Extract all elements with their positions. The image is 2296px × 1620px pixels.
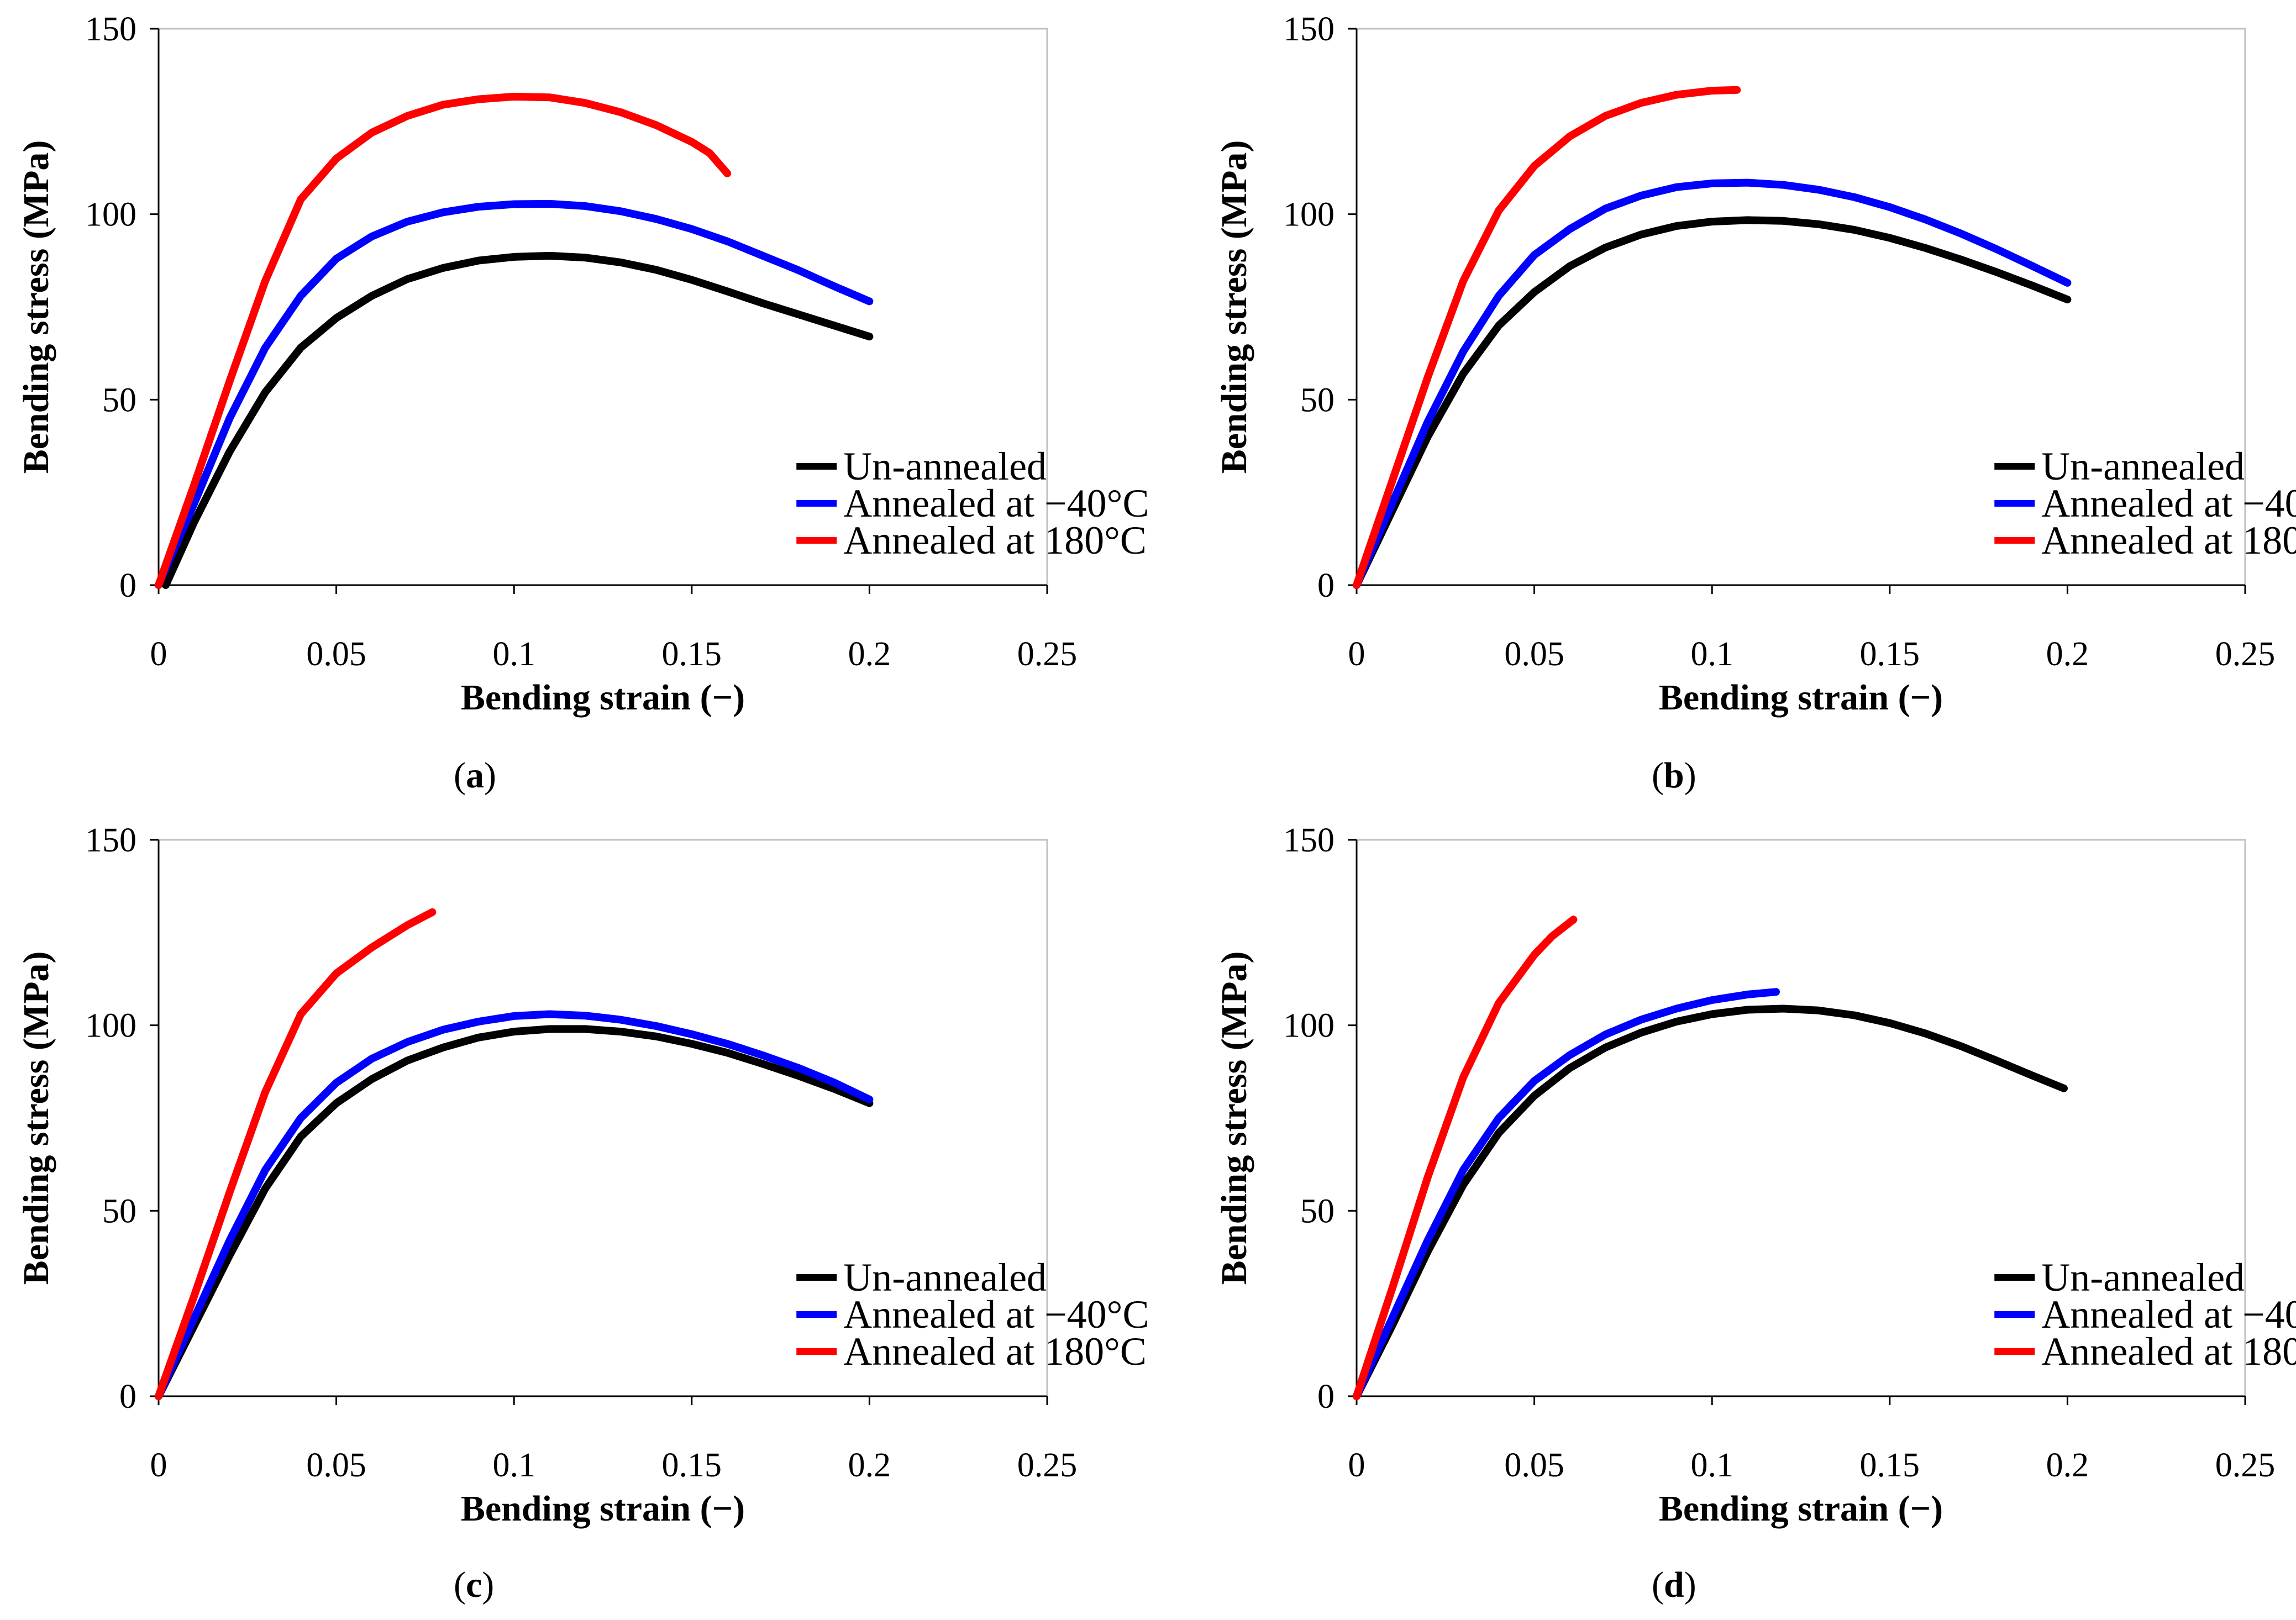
y-tick-label: 0	[1317, 1378, 1334, 1416]
y-tick-label: 0	[119, 1378, 136, 1416]
x-tick-label: 0.05	[1504, 1447, 1564, 1484]
legend-label: Un-annealed	[843, 444, 1047, 488]
y-tick-label: 50	[1300, 1192, 1334, 1230]
legend-label: Annealed at 180°C	[2041, 518, 2296, 562]
x-tick-label: 0.25	[1017, 1447, 1078, 1484]
series-line-annealed-180	[155, 92, 732, 589]
y-tick-label: 100	[85, 1007, 136, 1045]
chart-panel: 0 50 100 150 0 0.05 0.1 0.15 0.2 0.25 Bending stra…	[16, 822, 1149, 1605]
caption-close-paren: )	[1684, 755, 1696, 796]
x-tick-label: 0.15	[1860, 635, 1920, 673]
series-line-annealed-180	[155, 908, 437, 1400]
x-tick-label: 0	[150, 1447, 167, 1484]
series-line-annealed-180	[1353, 86, 1741, 589]
y-tick-label: 150	[85, 10, 136, 48]
panel-caption: (b)	[1652, 755, 1696, 796]
series-line-unannealed	[1353, 216, 2072, 589]
x-tick-label: 0	[1348, 1447, 1365, 1484]
series-line-annealed-minus40	[155, 199, 874, 589]
panel-caption: (d)	[1652, 1565, 1696, 1605]
legend-label: Annealed at −40°C	[2041, 1292, 2296, 1337]
x-tick-label: 0.15	[662, 1447, 722, 1484]
legend-label: Annealed at −40°C	[843, 1292, 1149, 1337]
caption-letter: b	[1664, 755, 1684, 796]
x-axis-title: Bending strain (−)	[1659, 1488, 1943, 1529]
y-tick-label: 50	[1300, 381, 1334, 419]
x-tick-label: 0.1	[492, 1447, 535, 1484]
series-line-annealed-minus40	[1353, 988, 1780, 1400]
panel-caption: (a)	[454, 755, 496, 796]
panels-group: 0 50 100 150 0 0.05 0.1 0.15 0.2 0.25 Bending stra…	[16, 10, 2296, 1605]
caption-open-paren: (	[454, 1565, 466, 1605]
x-tick-label: 0.15	[662, 635, 722, 673]
y-tick-label: 50	[102, 1192, 136, 1230]
x-tick-label: 0.2	[848, 635, 891, 673]
chart-panel: 0 50 100 150 0 0.05 0.1 0.15 0.2 0.25 Bending stra…	[1214, 822, 2296, 1605]
y-tick-label: 100	[85, 196, 136, 234]
series-line-unannealed	[155, 1025, 874, 1400]
x-tick-label: 0.2	[2046, 635, 2089, 673]
caption-letter: c	[466, 1565, 482, 1605]
caption-close-paren: )	[1684, 1565, 1696, 1605]
caption-open-paren: (	[1652, 755, 1664, 796]
x-tick-label: 0.05	[1504, 635, 1564, 673]
y-tick-label: 150	[1283, 822, 1334, 859]
legend-label: Annealed at 180°C	[843, 1329, 1147, 1374]
legend-label: Un-annealed	[2041, 1255, 2245, 1300]
y-tick-label: 150	[85, 822, 136, 859]
series-line-unannealed	[1353, 1004, 2068, 1400]
panel-caption: (c)	[454, 1565, 494, 1605]
legend-label: Un-annealed	[843, 1255, 1047, 1300]
legend-label: Annealed at 180°C	[2041, 1329, 2296, 1374]
x-tick-label: 0.1	[1690, 1447, 1733, 1484]
caption-close-paren: )	[484, 755, 496, 796]
x-axis-title: Bending strain (−)	[461, 677, 745, 718]
series-line-unannealed	[161, 251, 874, 589]
y-axis-title: Bending stress (MPa)	[1214, 951, 1254, 1285]
y-axis-title: Bending stress (MPa)	[1214, 140, 1254, 474]
caption-letter: d	[1664, 1565, 1684, 1605]
legend-label: Un-annealed	[2041, 444, 2245, 488]
caption-open-paren: (	[454, 755, 466, 796]
caption-open-paren: (	[1652, 1565, 1664, 1605]
x-axis-title: Bending strain (−)	[461, 1488, 745, 1529]
x-tick-label: 0.1	[1690, 635, 1733, 673]
caption-close-paren: )	[482, 1565, 494, 1605]
x-tick-label: 0.05	[306, 1447, 366, 1484]
x-tick-label: 0.15	[1860, 1447, 1920, 1484]
legend-label: Annealed at −40°C	[843, 481, 1149, 525]
x-tick-label: 0	[150, 635, 167, 673]
y-tick-label: 0	[1317, 567, 1334, 604]
y-tick-label: 0	[119, 567, 136, 604]
series-line-annealed-180	[1353, 916, 1578, 1400]
y-tick-label: 100	[1283, 1007, 1334, 1045]
y-tick-label: 150	[1283, 10, 1334, 48]
y-axis-title: Bending stress (MPa)	[16, 951, 56, 1285]
series-line-annealed-minus40	[1353, 178, 2072, 589]
y-axis-title: Bending stress (MPa)	[16, 140, 56, 474]
x-tick-label: 0.2	[848, 1447, 891, 1484]
chart-panel: 0 50 100 150 0 0.05 0.1 0.15 0.2 0.25 Bending stra…	[1214, 10, 2296, 796]
series-line-annealed-minus40	[155, 1010, 874, 1400]
y-tick-label: 50	[102, 381, 136, 419]
y-tick-label: 100	[1283, 196, 1334, 234]
x-tick-label: 0.1	[492, 635, 535, 673]
chart-panel: 0 50 100 150 0 0.05 0.1 0.15 0.2 0.25 Bending stra…	[16, 10, 1149, 796]
x-tick-label: 0	[1348, 635, 1365, 673]
x-tick-label: 0.25	[2215, 635, 2276, 673]
caption-letter: a	[466, 755, 484, 796]
legend-label: Annealed at 180°C	[843, 518, 1147, 562]
x-tick-label: 0.25	[1017, 635, 1078, 673]
legend-label: Annealed at −40°C	[2041, 481, 2296, 525]
x-tick-label: 0.2	[2046, 1447, 2089, 1484]
x-tick-label: 0.25	[2215, 1447, 2276, 1484]
x-axis-title: Bending strain (−)	[1659, 677, 1943, 718]
x-tick-label: 0.05	[306, 635, 366, 673]
